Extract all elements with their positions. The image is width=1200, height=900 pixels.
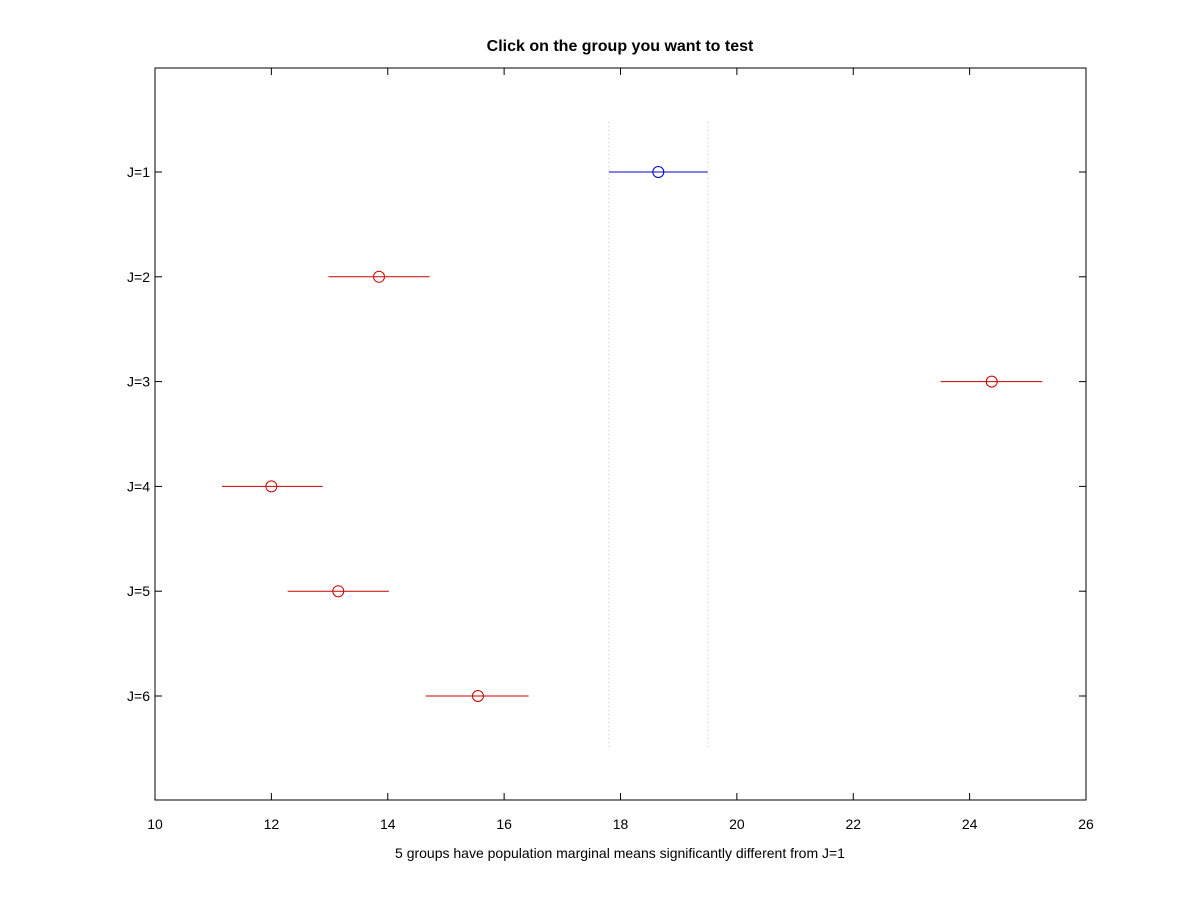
group-interval-j-6[interactable] (425, 690, 529, 702)
x-tick-label: 10 (147, 816, 163, 832)
x-tick-label: 20 (729, 816, 745, 832)
x-tick-labels: 10 12 14 16 18 20 22 24 26 (147, 816, 1094, 832)
x-tick-label: 24 (962, 816, 978, 832)
mean-marker[interactable] (373, 270, 386, 283)
chart-title: Click on the group you want to test (487, 38, 754, 55)
mean-marker[interactable] (471, 690, 484, 702)
group-interval-j-4[interactable] (221, 480, 323, 493)
group-interval-j-5[interactable] (287, 585, 389, 598)
x-tick-label: 18 (613, 816, 629, 832)
mean-marker[interactable] (985, 375, 998, 388)
plot-frame (154, 67, 1087, 801)
x-tick-label: 16 (496, 816, 512, 832)
group-intervals[interactable] (221, 166, 1043, 702)
x-axis-label: 5 groups have population marginal means … (395, 845, 845, 861)
y-tick-label: J=6 (127, 688, 150, 704)
x-tick-label: 12 (264, 816, 280, 832)
x-tick-label: 14 (380, 816, 396, 832)
group-interval-j-3[interactable] (940, 375, 1043, 388)
group-interval-j-1[interactable] (608, 166, 708, 178)
reference-interval-lines (608, 122, 709, 748)
y-tick-labels: J=1 J=2 J=3 J=4 J=5 J=6 (127, 164, 150, 704)
x-tick-label: 22 (845, 816, 861, 832)
mean-marker[interactable] (652, 166, 665, 178)
y-tick-label: J=5 (127, 583, 150, 599)
group-interval-j-2[interactable] (328, 270, 430, 283)
axis-ticks (154, 68, 1087, 800)
y-tick-label: J=3 (127, 374, 150, 390)
y-tick-label: J=1 (127, 164, 150, 180)
y-tick-label: J=4 (127, 478, 150, 494)
x-tick-label: 26 (1078, 816, 1094, 832)
y-tick-label: J=2 (127, 269, 150, 285)
mean-marker[interactable] (332, 585, 345, 598)
mean-marker[interactable] (265, 480, 278, 493)
